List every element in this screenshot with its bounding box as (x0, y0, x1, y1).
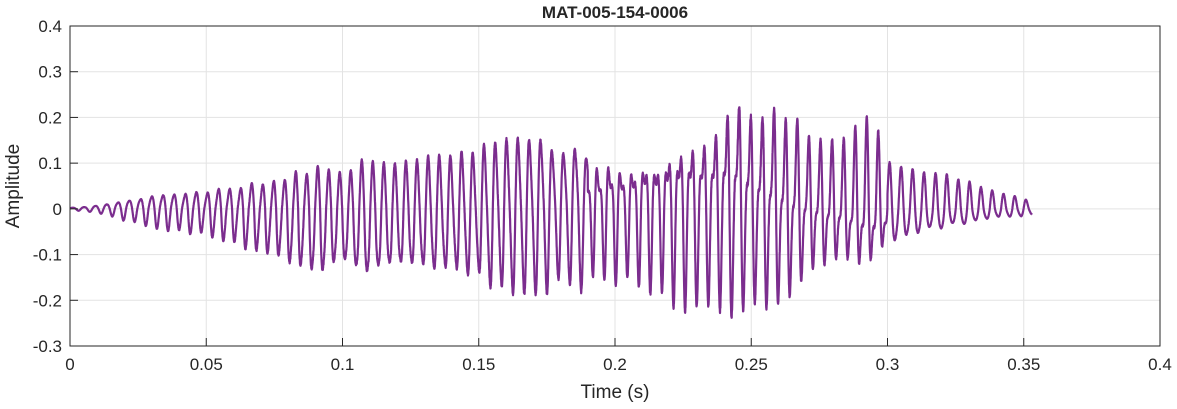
x-tick-label: 0.25 (735, 355, 768, 374)
y-tick-label: -0.3 (33, 337, 62, 356)
x-tick-label: 0.2 (603, 355, 627, 374)
y-tick-label: -0.1 (33, 246, 62, 265)
chart-title: MAT-005-154-0006 (542, 3, 688, 22)
x-tick-label: 0.1 (331, 355, 355, 374)
axis-ticks: 0 0.05 0.1 0.15 0.2 0.25 0.3 0.35 0.4 -0.3 -0.2 -0.… (33, 17, 1172, 374)
y-tick-label: 0.1 (38, 154, 62, 173)
x-tick-label: 0 (65, 355, 74, 374)
x-tick-label: 0.3 (876, 355, 900, 374)
grid (69, 25, 1161, 347)
x-tick-label: 0.35 (1007, 355, 1040, 374)
x-tick-label: 0.05 (190, 355, 223, 374)
x-axis-label: Time (s) (581, 382, 650, 403)
x-tick-label: 0.15 (462, 355, 495, 374)
x-tick-label: 0.4 (1148, 355, 1172, 374)
y-axis-label: Amplitude (3, 144, 24, 229)
y-tick-label: -0.2 (33, 291, 62, 310)
y-tick-label: 0.2 (38, 108, 62, 127)
amplitude-series-line (69, 106, 1033, 319)
y-tick-label: 0 (53, 200, 62, 219)
y-tick-label: 0.4 (38, 17, 62, 36)
y-tick-label: 0.3 (38, 63, 62, 82)
